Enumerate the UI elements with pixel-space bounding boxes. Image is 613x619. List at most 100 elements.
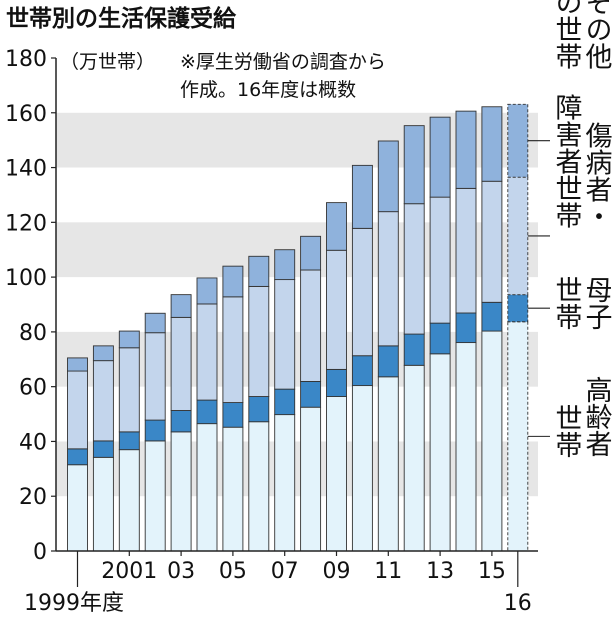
bar-segment xyxy=(377,211,399,347)
bar-segment xyxy=(248,285,270,397)
bar-segment xyxy=(507,176,529,296)
series-label-text: 母子 xyxy=(581,276,612,330)
note-line-2: 作成。16年度は概数 xyxy=(180,79,356,101)
bar-segment xyxy=(481,106,503,182)
bar-segment xyxy=(92,456,114,552)
bar-segment xyxy=(274,388,296,416)
x-axis-ticks: 1999年度 2001 03 05 07 09 11 13 15 16 xyxy=(24,551,532,616)
bar-segment xyxy=(67,448,88,466)
y-tick-label: 160 xyxy=(5,102,47,127)
bar-segment xyxy=(144,312,166,334)
x-tick-label: 11 xyxy=(374,559,402,584)
bar-segment xyxy=(222,402,244,428)
y-tick-label: 20 xyxy=(19,485,47,510)
bar-segment xyxy=(403,203,425,335)
y-axis-ticks: 0 20 40 60 80 100 120 140 160 180 xyxy=(5,47,56,565)
y-tick-label: 40 xyxy=(19,430,47,455)
x-tick-label: 09 xyxy=(323,559,351,584)
series-label-text: 高齢者 xyxy=(581,376,613,457)
x-tick-label: 16 xyxy=(504,591,532,616)
bar-segment xyxy=(351,385,373,552)
bar-segment xyxy=(274,279,296,390)
bar-segment xyxy=(118,449,140,552)
bar-segment xyxy=(300,381,322,408)
bar-segment xyxy=(455,187,477,314)
bar-segment xyxy=(222,296,244,404)
axis-lines xyxy=(55,58,538,552)
bar-segment xyxy=(455,342,477,552)
bar-segment xyxy=(170,431,192,552)
series-label-text: の世帯 xyxy=(551,0,582,70)
bar-segment xyxy=(170,410,192,433)
bar-segment xyxy=(455,110,477,189)
bar-segment xyxy=(67,357,88,372)
bar-segment xyxy=(222,265,244,298)
bar-segment xyxy=(326,396,347,552)
y-tick-label: 180 xyxy=(5,47,47,72)
bar-segment xyxy=(351,227,373,357)
bar-segment xyxy=(67,370,88,450)
y-tick-label: 100 xyxy=(5,266,47,291)
y-tick-label: 80 xyxy=(19,321,47,346)
y-tick-label: 0 xyxy=(33,540,47,565)
bar-segment xyxy=(403,364,425,552)
y-tick-label: 60 xyxy=(19,376,47,401)
bar-segment xyxy=(507,294,529,323)
bar-segment xyxy=(403,125,425,205)
bar-segment xyxy=(92,360,114,442)
x-tick-label: 07 xyxy=(271,559,299,584)
bar-segment xyxy=(92,345,114,362)
x-tick-label: 1999年度 xyxy=(24,591,124,616)
chart-title: 世帯別の生活保護受給 xyxy=(6,5,237,32)
bar-segment xyxy=(196,423,218,552)
bar-series xyxy=(67,103,529,552)
bar-segment xyxy=(196,277,218,305)
bar-segment xyxy=(300,235,322,271)
bar-segment xyxy=(274,249,296,281)
x-tick-label: 13 xyxy=(426,559,454,584)
bar-segment xyxy=(507,321,529,552)
bar-segment xyxy=(481,330,503,552)
bar-segment xyxy=(351,355,373,387)
y-tick-label: 120 xyxy=(5,211,47,236)
bar-segment xyxy=(170,294,192,318)
x-tick-label: 2001 xyxy=(101,559,157,584)
bar-segment xyxy=(403,333,425,366)
bar-segment xyxy=(351,164,373,229)
series-label-text: 障害者世帯 xyxy=(551,94,583,229)
bar-segment xyxy=(196,303,218,401)
bar-segment xyxy=(429,322,451,355)
series-label-text: 世帯 xyxy=(551,404,582,458)
series-label-text: 世帯 xyxy=(551,276,582,330)
unit-label: （万世帯） xyxy=(60,51,155,73)
bar-segment xyxy=(196,399,218,425)
bar-segment xyxy=(429,196,451,324)
bar-segment xyxy=(326,249,347,370)
bar-segment xyxy=(326,368,347,397)
bar-segment xyxy=(455,312,477,344)
series-label-text: 傷病者・ xyxy=(581,121,613,229)
bar-segment xyxy=(507,103,529,178)
bar-segment xyxy=(67,464,88,552)
bar-segment xyxy=(118,431,140,451)
bar-segment xyxy=(144,332,166,421)
y-tick-label: 140 xyxy=(5,157,47,182)
bar-segment xyxy=(300,406,322,552)
x-tick-label: 03 xyxy=(167,559,195,584)
x-tick-label: 15 xyxy=(478,559,506,584)
bar-segment xyxy=(481,301,503,332)
bar-segment xyxy=(118,330,140,349)
bar-segment xyxy=(481,180,503,303)
bar-segment xyxy=(144,419,166,442)
bar-segment xyxy=(248,255,270,287)
bar-segment xyxy=(377,376,399,552)
bar-segment xyxy=(274,414,296,552)
bar-segment xyxy=(248,421,270,552)
bar-segment xyxy=(326,202,347,251)
bar-segment xyxy=(144,440,166,552)
bar-segment xyxy=(300,269,322,382)
bar-segment xyxy=(170,316,192,411)
bar-segment xyxy=(222,426,244,552)
